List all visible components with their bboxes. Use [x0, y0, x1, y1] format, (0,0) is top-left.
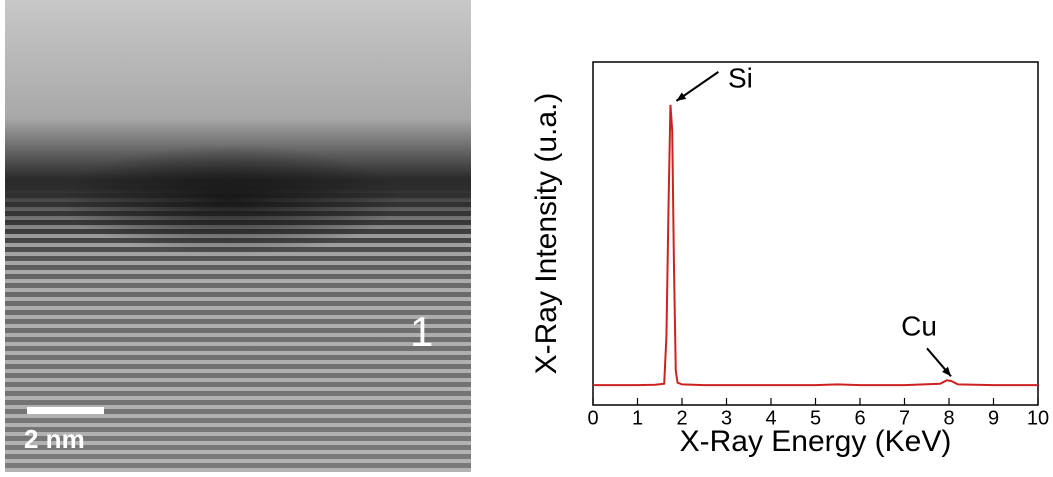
annotation: Cu [901, 311, 937, 342]
x-tick-label: 10 [1027, 407, 1049, 429]
plot-frame [592, 61, 1039, 406]
x-tick-label: 1 [632, 407, 643, 429]
x-tick-label: 0 [587, 407, 598, 429]
scale-bar-label: 2 nm [24, 424, 85, 454]
x-tick-label: 6 [854, 407, 865, 429]
x-tick-label: 2 [676, 407, 687, 429]
region-label: 1 [410, 308, 433, 355]
data-line [593, 104, 1038, 387]
x-tick-label: 9 [988, 407, 999, 429]
annotation-arrowhead [676, 92, 687, 101]
x-axis-label: X-Ray Energy (KeV) [680, 425, 952, 458]
annotation-arrowhead [942, 366, 951, 377]
annotation: Si [728, 62, 753, 93]
x-tick-label: 7 [899, 407, 910, 429]
x-tick-label: 3 [721, 407, 732, 429]
x-tick-label: 8 [943, 407, 954, 429]
x-tick-label: 4 [765, 407, 776, 429]
y-axis-label: X-Ray Intensity (u.a.) [530, 93, 563, 375]
x-tick-label: 5 [810, 407, 821, 429]
chart: 0 1 2 3 4 5 6 7 8 9 10 X-Ray Energy (KeV) X-Ray Inte… [530, 61, 1049, 458]
tem-image [5, 0, 471, 472]
